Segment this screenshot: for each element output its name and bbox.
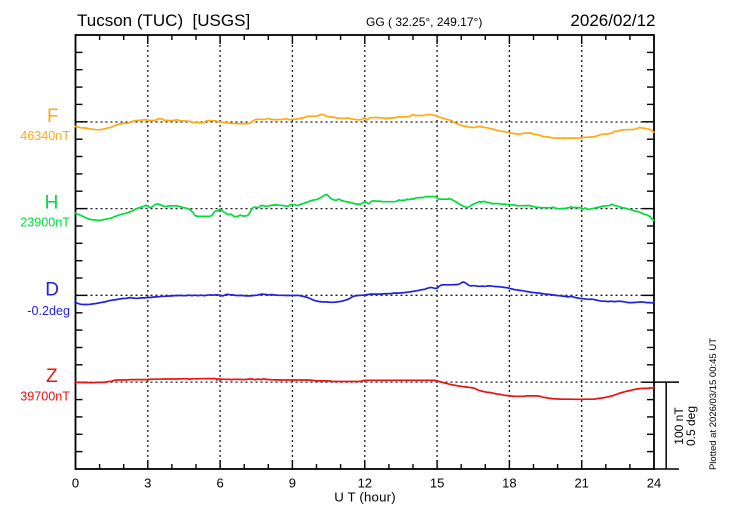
svg-text:0.5 deg: 0.5 deg [684,406,698,446]
svg-text:U T (hour): U T (hour) [334,489,396,504]
svg-text:-0.2deg: -0.2deg [27,304,70,318]
svg-text:Plotted at 2026/03/15 00:45 UT: Plotted at 2026/03/15 00:45 UT [708,338,719,470]
svg-text:18: 18 [502,476,516,491]
svg-text:Z: Z [46,366,58,387]
svg-text:2026/02/12: 2026/02/12 [570,11,655,30]
svg-text:23900nT: 23900nT [20,215,70,229]
svg-text:F: F [47,106,59,127]
svg-text:H: H [45,193,59,214]
svg-text:0: 0 [72,476,79,491]
svg-text:46340nT: 46340nT [20,129,70,143]
svg-text:GG ( 32.25°, 249.17°): GG ( 32.25°, 249.17°) [366,15,482,29]
svg-text:12: 12 [358,476,372,491]
svg-text:24: 24 [647,476,661,491]
svg-text:9: 9 [289,476,296,491]
svg-text:3: 3 [144,476,151,491]
svg-text:Tucson (TUC) [USGS]: Tucson (TUC) [USGS] [77,11,250,30]
svg-text:39700nT: 39700nT [20,390,70,404]
svg-text:21: 21 [574,476,588,491]
svg-text:100 nT: 100 nT [672,407,686,445]
svg-text:15: 15 [430,476,444,491]
svg-text:6: 6 [216,476,223,491]
svg-text:D: D [45,279,59,300]
